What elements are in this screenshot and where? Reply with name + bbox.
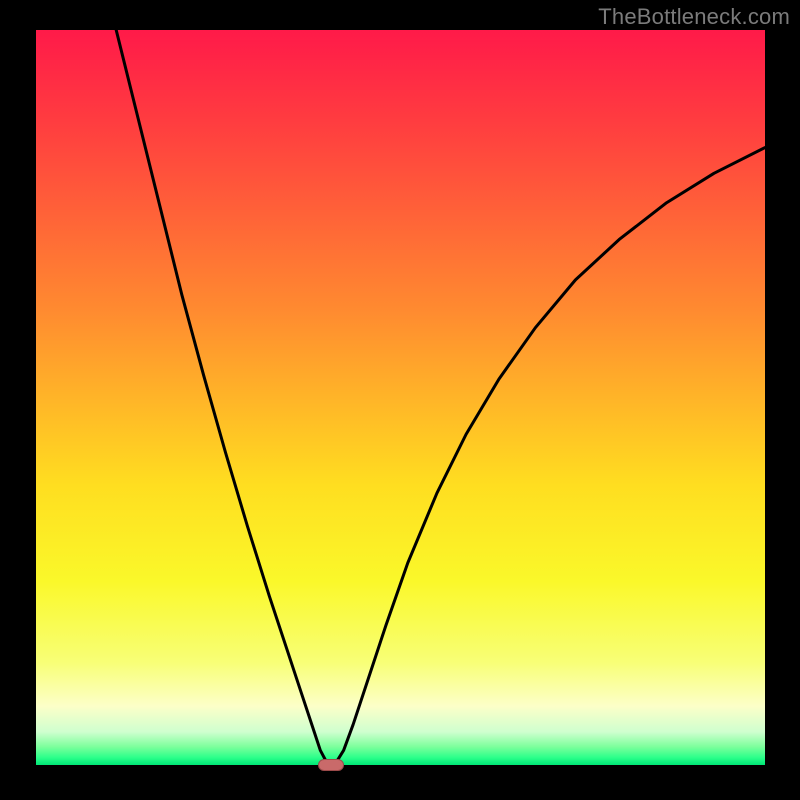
watermark-text: TheBottleneck.com: [598, 4, 790, 30]
chart-frame: TheBottleneck.com: [0, 0, 800, 800]
bottleneck-curve: [36, 30, 765, 765]
plot-area: [36, 30, 765, 765]
minimum-marker: [318, 759, 344, 771]
